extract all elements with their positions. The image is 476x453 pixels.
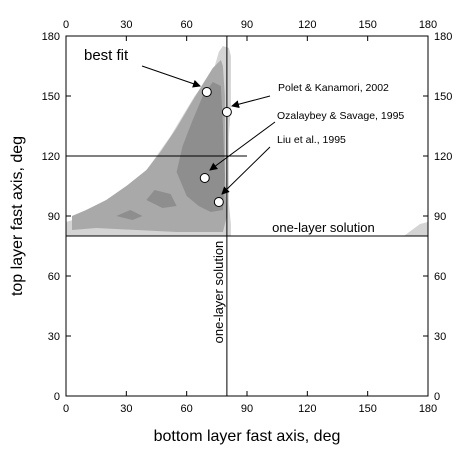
y-tick-label-left: 60 [48, 271, 60, 283]
data-point-1 [221, 107, 232, 117]
x-axis-label: bottom layer fast axis, deg [154, 428, 341, 445]
y-tick-label-left: 150 [42, 91, 60, 103]
confidence-region-outer [403, 222, 428, 236]
annotation-arrow-0 [141, 65, 201, 88]
reference-lines: one-layer solution one-layer solution [66, 36, 428, 396]
x-tick-label-bottom: 0 [63, 403, 69, 415]
data-point-2 [199, 173, 210, 183]
data-points [199, 87, 232, 207]
y-tick-label-right: 30 [434, 331, 446, 343]
y-tick-label-right: 120 [434, 151, 452, 163]
reference-line-label-vertical: one-layer solution [211, 241, 226, 344]
x-tick-label-top: 90 [241, 19, 253, 31]
x-tick-label-bottom: 180 [419, 403, 437, 415]
data-point-3 [213, 197, 224, 207]
annotation-arrow-3 [221, 146, 271, 195]
confidence-region-inner [176, 82, 225, 212]
x-tick-label-top: 180 [419, 19, 437, 31]
annotations: best fit Polet & Kanamori, 2002 Ozalaybey … [84, 47, 404, 195]
annotation-label-1: Polet & Kanamori, 2002 [278, 82, 389, 94]
x-tick-label-bottom: 30 [120, 403, 132, 415]
y-tick-label-right: 150 [434, 91, 452, 103]
confidence-regions [66, 46, 428, 236]
y-tick-label-left: 180 [42, 31, 60, 43]
x-tick-label-top: 150 [358, 19, 376, 31]
y-tick-label-right: 60 [434, 271, 446, 283]
confidence-region-inner [146, 190, 177, 208]
x-tick-label-bottom: 150 [358, 403, 376, 415]
y-tick-label-left: 120 [42, 151, 60, 163]
reference-line-label-horizontal: one-layer solution [272, 220, 375, 235]
y-tick-label-left: 30 [48, 331, 60, 343]
annotation-arrow-2 [209, 121, 276, 171]
annotation-arrow-1 [231, 95, 271, 109]
x-tick-label-bottom: 60 [181, 403, 193, 415]
x-tick-label-bottom: 120 [298, 403, 316, 415]
y-tick-label-right: 90 [434, 211, 446, 223]
y-tick-label-right: 0 [434, 391, 440, 403]
y-axis-label: top layer fast axis, deg [9, 136, 26, 296]
x-tick-label-top: 120 [298, 19, 316, 31]
data-point-0 [201, 87, 212, 97]
annotation-label-0: best fit [84, 47, 129, 64]
x-tick-label-top: 30 [120, 19, 132, 31]
annotation-label-2: Ozalaybey & Savage, 1995 [277, 110, 404, 122]
y-tick-label-left: 0 [54, 391, 60, 403]
annotation-label-3: Liu et al., 1995 [277, 134, 346, 146]
y-tick-label-left: 90 [48, 211, 60, 223]
y-tick-label-right: 180 [434, 31, 452, 43]
x-tick-label-bottom: 90 [241, 403, 253, 415]
x-tick-label-top: 60 [181, 19, 193, 31]
confidence-region-inner [116, 210, 143, 220]
x-tick-label-top: 0 [63, 19, 69, 31]
